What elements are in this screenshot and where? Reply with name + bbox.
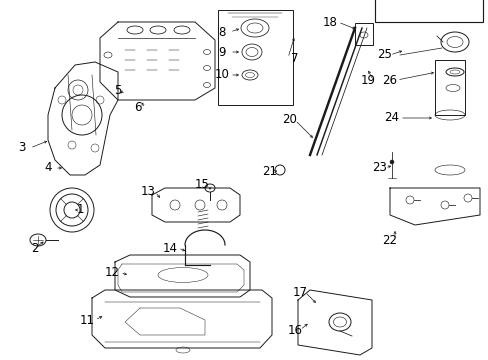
Text: 1: 1 <box>76 203 83 216</box>
Bar <box>374 0 482 22</box>
Polygon shape <box>297 290 371 355</box>
Bar <box>354 23 372 45</box>
Text: 19: 19 <box>360 73 375 86</box>
Circle shape <box>389 160 393 164</box>
Text: 12: 12 <box>104 266 119 279</box>
Polygon shape <box>389 188 479 225</box>
Text: 11: 11 <box>80 314 94 327</box>
Text: 9: 9 <box>218 45 225 58</box>
Text: 15: 15 <box>194 179 209 192</box>
Text: 2: 2 <box>31 242 39 255</box>
Text: 8: 8 <box>218 26 225 39</box>
Polygon shape <box>152 188 240 222</box>
Bar <box>218 10 292 105</box>
Text: 4: 4 <box>44 162 52 175</box>
Text: 16: 16 <box>287 324 302 337</box>
Text: 6: 6 <box>134 102 142 114</box>
Text: 7: 7 <box>291 51 298 64</box>
Polygon shape <box>92 290 271 348</box>
Text: 26: 26 <box>382 73 397 86</box>
Text: 13: 13 <box>140 185 155 198</box>
Bar <box>434 60 464 115</box>
Text: 22: 22 <box>382 234 397 247</box>
Polygon shape <box>48 62 118 175</box>
Text: 3: 3 <box>18 141 26 154</box>
Text: 17: 17 <box>292 285 307 298</box>
Text: 21: 21 <box>262 166 277 179</box>
Text: 18: 18 <box>322 15 337 28</box>
Text: 25: 25 <box>377 49 392 62</box>
Text: 20: 20 <box>282 113 297 126</box>
Text: 14: 14 <box>162 242 177 255</box>
Text: 24: 24 <box>384 112 399 125</box>
Text: 10: 10 <box>214 68 229 81</box>
Text: 5: 5 <box>114 84 122 96</box>
Polygon shape <box>115 255 249 297</box>
Text: 23: 23 <box>372 162 386 175</box>
